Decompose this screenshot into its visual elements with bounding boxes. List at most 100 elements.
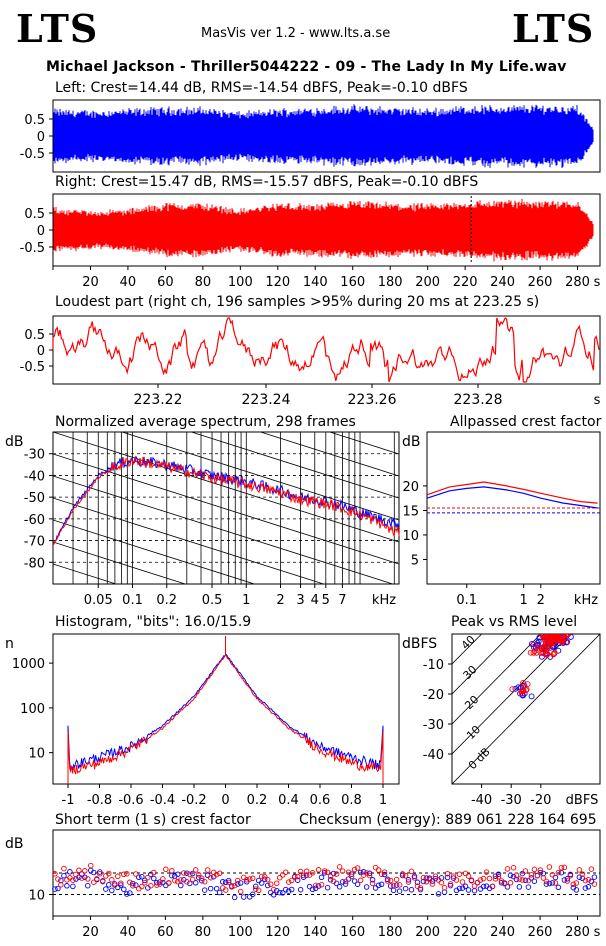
right-channel-label: Right: Crest=15.47 dB, RMS=-15.57 dBFS, … [55,174,478,190]
short-term-left-point [402,885,409,892]
spectrum-xtick-label: 7 [338,593,346,608]
spectrum-diagonal [53,475,395,584]
short-term-left-point [246,894,253,900]
short-term-left-point [354,881,361,887]
short-term-right-point [130,883,136,889]
short-term-right-point [201,878,208,885]
short-term-right-point [195,872,202,878]
short-term-left-point [531,878,538,884]
short-term-right-point [501,880,508,887]
short-term-right-point [342,878,349,885]
short-term-left-point [297,886,304,893]
short-term-right-point [408,868,415,875]
short-term-left-point [225,877,232,884]
histogram-xtick-label: -0.8 [87,793,112,808]
short-term-right-point [438,879,445,886]
short-term-xtick-label: 20 [82,925,99,940]
short-term-right-point [148,882,154,889]
short-term-right-point [187,871,193,878]
short-term-xtick-label: 260 [528,925,553,940]
short-term-right-point [480,875,487,882]
right-channel-xtick-label: 280 [565,275,590,290]
right-channel-xtick-label: 120 [265,275,290,290]
left-channel-ytick-label: -0.5 [20,147,45,162]
short-term-right-point [318,881,325,888]
spectrum-diagonal [53,541,187,584]
short-term-left-point [423,875,430,881]
short-term-right-point [175,878,181,885]
short-term-left-point [178,882,184,889]
allpassed-ytick-label: 10 [402,529,419,544]
short-term-xtick-label: 140 [303,925,328,940]
short-term-right-point [462,870,469,877]
right-channel-waveform [53,198,594,262]
short-term-right-point [181,870,187,876]
short-term-right-point [255,887,262,894]
short-term-right-point [145,874,151,881]
short-term-left-point [519,870,526,877]
peak-rms-diag-label: 40 [459,633,478,652]
short-term-right-point [109,877,115,883]
short-term-left-point [456,885,463,892]
histogram-xtick-label: 0.6 [310,793,331,808]
short-term-right-point [282,869,289,875]
short-term-left-point [318,874,325,881]
short-term-left-point [133,882,139,888]
short-term-right-point [279,872,286,878]
short-term-xtick-label: 100 [228,925,253,940]
short-term-right-point [333,871,340,877]
short-term-right-point [498,878,505,884]
short-term-right-point [228,884,235,890]
short-term-right-point [70,877,76,883]
spectrum-diagonal [53,563,118,584]
allpassed-ytick-label: 20 [402,480,419,495]
peak-rms-right-point [527,649,534,656]
peak-rms-right-point [542,641,549,648]
short-term-right-point [507,880,514,886]
peak-rms-right-point [538,650,545,657]
short-term-right-point [207,874,214,881]
peak-rms-right-point [543,634,550,640]
short-term-left-point [213,885,220,892]
short-term-right-point [94,876,100,882]
short-term-left-point [381,871,388,878]
short-term-left-point [369,877,376,883]
histogram-yunit: n [5,636,14,652]
spectrum-diagonal [259,432,399,477]
short-term-xtick-label: 220 [453,925,478,940]
short-term-left-point [136,874,142,881]
histogram-left-series [67,653,384,784]
short-term-right-point [411,875,418,881]
histogram-right-series [67,653,384,784]
peak-rms-xtick-label: -30 [501,793,522,808]
histogram-ytick-label: 1000 [12,657,45,672]
peak-rms-left-point [512,685,519,692]
short-term-left-point [285,888,292,894]
short-term-right-point [118,880,124,886]
short-term-right-point [384,878,391,884]
short-term-right-point [567,872,574,879]
short-term-right-point [447,881,454,887]
short-term-right-point [172,877,178,884]
short-term-left-point [270,892,277,898]
peak-rms-right-point [550,634,557,641]
loudest-part-ytick-label: 0.5 [24,328,45,343]
short-term-left-point [444,874,451,881]
short-term-right-point [249,875,256,882]
peak-rms-left-point [528,693,535,700]
right-channel-xtick-label: 220 [453,275,478,290]
loudest-part-waveform [52,317,600,383]
short-term-left-point [52,886,58,892]
short-term-left-point [189,870,196,877]
peak-rms-ytick-label: -40 [423,748,444,763]
right-channel-ytick-label: -0.5 [20,241,45,256]
peak-rms-diag-label: 30 [461,663,480,682]
short-term-right-point [213,871,220,878]
short-term-left-point [151,875,157,882]
short-term-left-point [399,872,406,879]
short-term-left-point [97,869,103,875]
short-term-left-point [288,886,295,893]
spectrum-diagonal [53,453,399,565]
short-term-right-point [369,880,376,887]
